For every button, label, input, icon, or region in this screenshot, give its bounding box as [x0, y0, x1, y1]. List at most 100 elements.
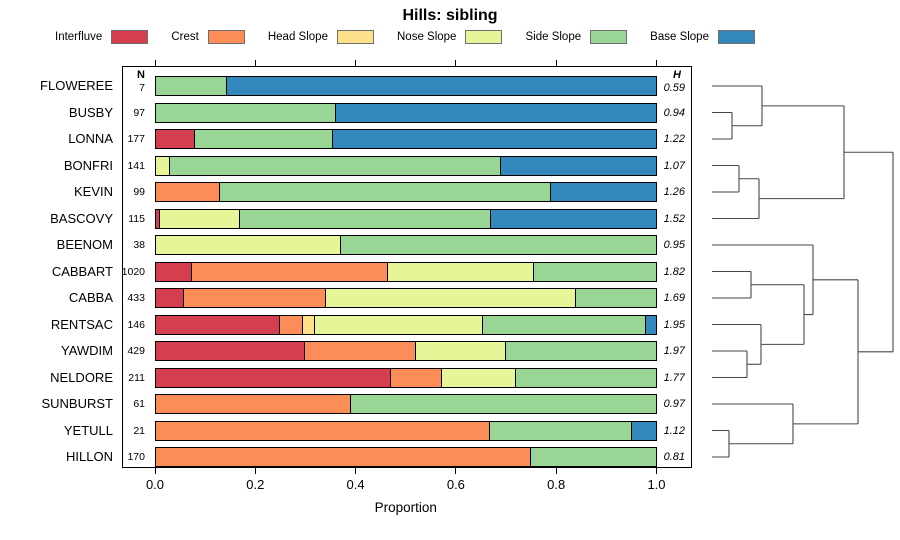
- h-value: 1.95: [663, 318, 685, 331]
- row-label-cabba: CABBA: [68, 290, 113, 305]
- n-value: 429: [127, 345, 145, 357]
- x-tick-label: 1.0: [647, 477, 666, 492]
- x-tick-label: 0.8: [547, 477, 566, 492]
- bar-segment-base-slope: [500, 155, 657, 176]
- legend-item-crest: Crest: [171, 30, 245, 44]
- crest-swatch: [207, 30, 245, 44]
- row-label-kevin: KEVIN: [73, 184, 113, 199]
- bar-segment-base-slope: [335, 102, 657, 123]
- x-tick-top: [355, 60, 357, 66]
- bar-segment-side-slope: [350, 394, 657, 414]
- base-slope-swatch: [717, 30, 755, 44]
- legend-item-nose-slope: Nose Slope: [397, 30, 503, 44]
- nose-slope-swatch: [465, 30, 503, 44]
- n-value: 7: [139, 82, 145, 94]
- n-value: 211: [128, 371, 145, 384]
- x-tick-top: [455, 60, 457, 66]
- n-value: 38: [133, 239, 145, 251]
- row-label-beenom: BEENOM: [56, 237, 113, 252]
- x-tick-top: [254, 60, 256, 66]
- x-tick-label: 0.6: [446, 477, 465, 492]
- row-label-bonfri: BONFRI: [63, 157, 113, 173]
- n-value: 61: [133, 398, 145, 410]
- h-value: 0.59: [663, 82, 685, 94]
- side-slope-swatch: [590, 30, 628, 44]
- bar-segment-base-slope: [490, 208, 657, 229]
- bar-segment-side-slope: [530, 447, 657, 467]
- bar-segment-base-slope: [550, 182, 657, 202]
- bar-segment-side-slope: [515, 367, 657, 388]
- chart-title: Hills: sibling: [402, 7, 498, 24]
- row-label-lonna: LONNA: [68, 131, 113, 146]
- legend-label: Base Slope: [650, 31, 709, 43]
- h-value: 1.07: [663, 159, 685, 172]
- bar-segment-base-slope: [332, 129, 657, 149]
- n-value: 170: [127, 451, 145, 463]
- row-label-cabbart: CABBART: [51, 263, 113, 279]
- n-value: 21: [133, 424, 145, 437]
- h-value: 1.26: [663, 186, 685, 198]
- h-value: 1.22: [663, 133, 685, 145]
- row-label-yawdim: YAWDIM: [61, 343, 113, 358]
- bar-segment-side-slope: [340, 235, 657, 255]
- n-value: 177: [127, 133, 145, 145]
- x-tick-bottom: [555, 468, 557, 474]
- h-value: 1.52: [663, 212, 685, 225]
- h-value: 0.94: [663, 106, 685, 119]
- row-label-busby: BUSBY: [68, 104, 113, 120]
- h-column-header: H: [673, 69, 681, 81]
- h-value: 0.97: [663, 398, 685, 410]
- plot-area: [122, 66, 692, 468]
- interfluve-swatch: [111, 30, 149, 44]
- x-tick-top: [154, 60, 156, 66]
- x-tick-bottom: [455, 468, 457, 474]
- h-value: 0.81: [663, 451, 685, 463]
- bar-segment-side-slope: [575, 288, 657, 308]
- x-tick-top: [656, 60, 657, 66]
- legend-label: Nose Slope: [397, 31, 457, 43]
- head-slope-swatch: [336, 30, 374, 44]
- row-label-rentsac: RENTSAC: [50, 316, 113, 332]
- legend-item-side-slope: Side Slope: [526, 30, 628, 44]
- h-value: 1.82: [663, 265, 685, 278]
- bar-segment-base-slope: [645, 314, 657, 335]
- bar-segment-side-slope: [533, 261, 657, 282]
- legend: Interfluve Crest Head Slope Nose Slope Side …: [55, 28, 755, 46]
- row-label-hillon: HILLON: [66, 449, 113, 464]
- n-value: 1020: [121, 265, 145, 278]
- n-value: 115: [128, 212, 145, 225]
- h-value: 1.97: [663, 345, 685, 357]
- x-tick-label: 0.0: [145, 477, 165, 492]
- legend-label: Head Slope: [267, 31, 328, 43]
- x-tick-bottom: [656, 468, 657, 474]
- h-value: 1.77: [663, 371, 685, 384]
- n-value: 97: [133, 106, 145, 119]
- x-tick-label: 0.2: [246, 477, 265, 492]
- n-value: 433: [127, 292, 145, 304]
- row-label-neldore: NELDORE: [50, 369, 113, 385]
- x-axis-title: Proportion: [374, 500, 437, 515]
- x-tick-bottom: [355, 468, 357, 474]
- x-tick-bottom: [254, 468, 256, 474]
- n-column-header: N: [137, 69, 145, 81]
- n-value: 146: [127, 318, 145, 331]
- h-value: 0.95: [663, 239, 685, 251]
- bar-segment-base-slope: [226, 76, 657, 96]
- legend-item-interfluve: Interfluve: [55, 30, 149, 44]
- legend-item-base-slope: Base Slope: [650, 30, 755, 44]
- h-value: 1.69: [663, 292, 685, 304]
- legend-label: Side Slope: [525, 31, 582, 43]
- n-value: 99: [133, 186, 145, 198]
- legend-item-head-slope: Head Slope: [268, 30, 374, 44]
- h-value: 1.12: [663, 424, 685, 437]
- x-tick-bottom: [154, 468, 156, 474]
- bar-segment-base-slope: [631, 420, 657, 441]
- x-tick-label: 0.4: [346, 477, 365, 492]
- row-label-bascovy: BASCOVY: [50, 210, 113, 226]
- n-value: 141: [127, 159, 145, 172]
- legend-label: Interfluve: [55, 31, 103, 43]
- row-label-floweree: FLOWEREE: [40, 78, 113, 93]
- row-label-yetull: YETULL: [63, 422, 113, 438]
